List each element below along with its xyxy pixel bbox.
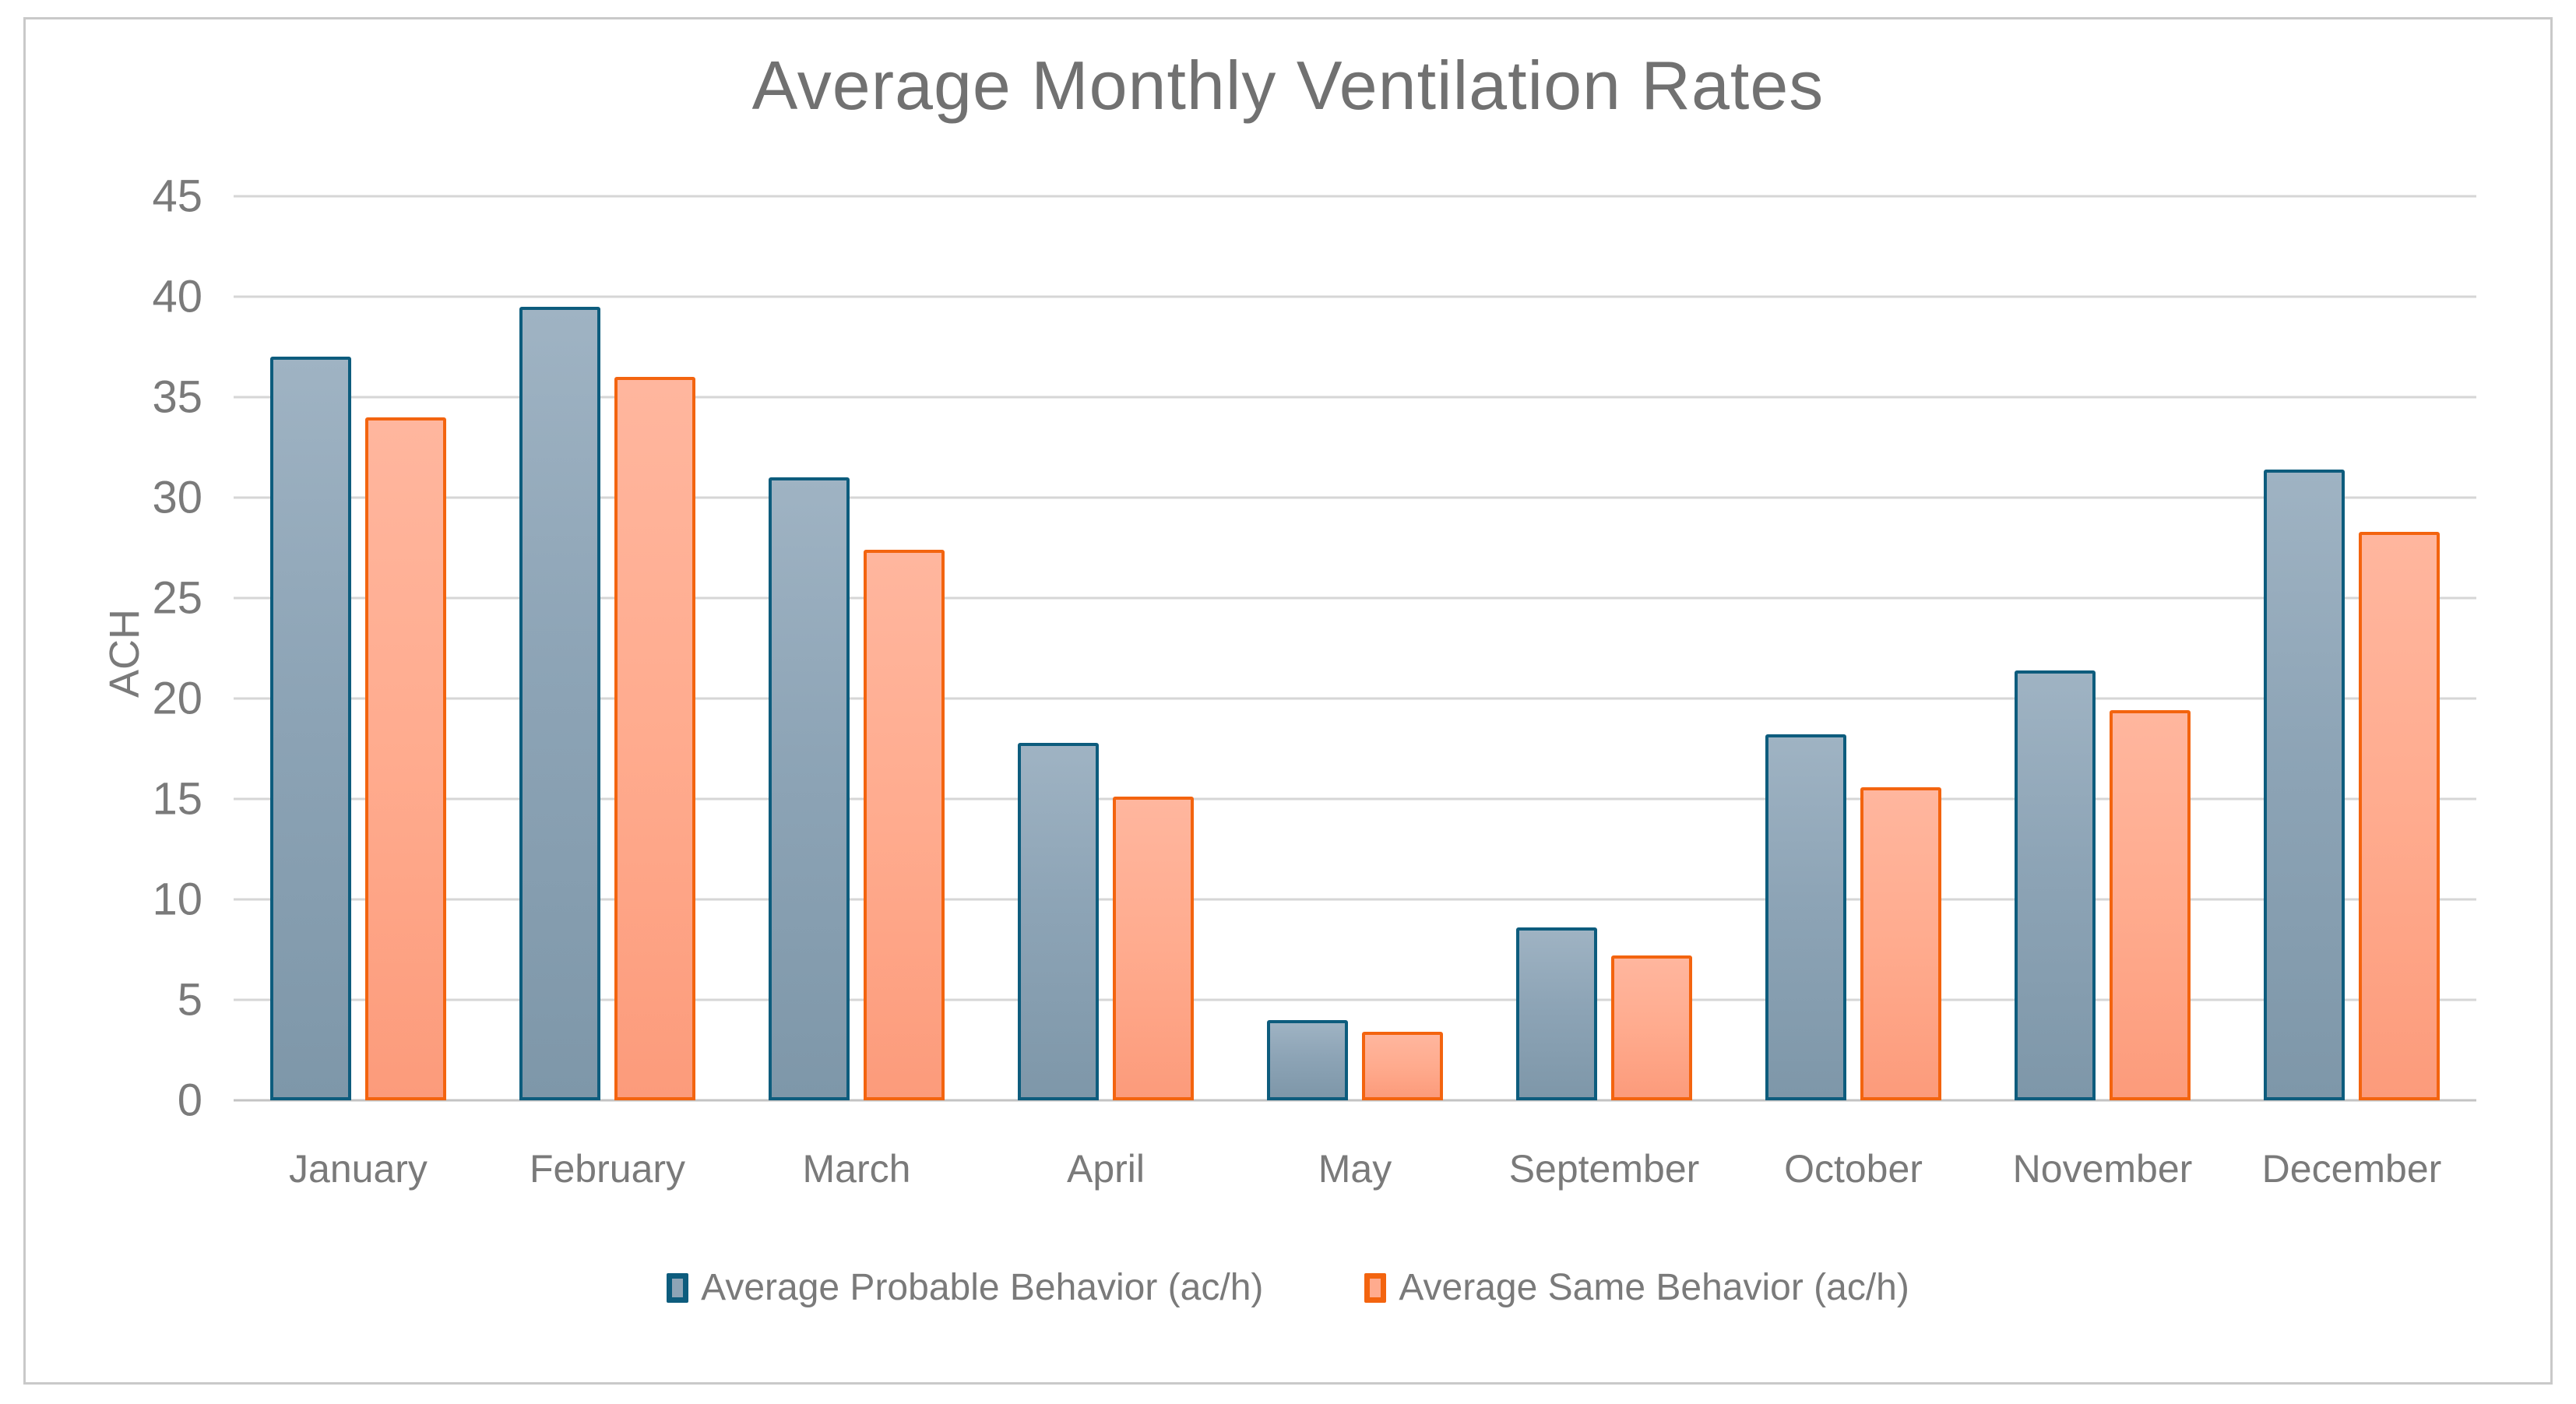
bar-probable-march [769, 477, 850, 1100]
bar-same-april [1113, 797, 1194, 1100]
y-axis-tick-label: 40 [152, 271, 202, 322]
bar-probable-december [2264, 469, 2345, 1100]
bars-layer [234, 196, 2476, 1100]
bar-probable-february [519, 306, 600, 1100]
x-axis-labels: January February March April May September Oct… [234, 1146, 2476, 1191]
legend-swatch-icon [1364, 1272, 1387, 1303]
y-axis-tick-label: 30 [152, 472, 202, 523]
y-axis-tick-label: 25 [152, 572, 202, 624]
bar-probable-may [1267, 1019, 1348, 1100]
y-axis-tick-label: 5 [177, 974, 202, 1026]
gridline [234, 596, 2476, 600]
bar-same-november [2110, 710, 2191, 1100]
gridline [234, 396, 2476, 399]
chart-title: Average Monthly Ventilation Rates [751, 47, 1825, 124]
bar-same-march [864, 550, 945, 1100]
gridline [234, 496, 2476, 499]
category-group-march [732, 196, 981, 1100]
category-group-january [234, 196, 483, 1100]
bar-same-december [2359, 531, 2440, 1100]
bar-same-february [614, 377, 695, 1100]
legend-item-same: Average Same Behavior (ac/h) [1364, 1266, 1909, 1309]
legend-item-probable: Average Probable Behavior (ac/h) [667, 1266, 1263, 1309]
y-axis-tick-label: 20 [152, 673, 202, 724]
gridline [234, 697, 2476, 700]
legend-swatch-icon [667, 1272, 689, 1303]
bar-probable-april [1018, 742, 1099, 1100]
gridline [234, 1099, 2476, 1102]
y-axis-tick-label: 35 [152, 371, 202, 423]
x-axis-label: January [289, 1147, 428, 1191]
category-group-december [2227, 196, 2476, 1100]
x-axis-label: November [2012, 1147, 2193, 1191]
y-axis-tick-label: 45 [152, 171, 202, 222]
plot-area [234, 195, 2476, 1102]
bar-probable-january [270, 357, 351, 1100]
y-axis-tick-label: 0 [177, 1075, 202, 1126]
x-axis-label: September [1508, 1147, 1700, 1191]
x-axis-label: October [1784, 1147, 1923, 1191]
bar-same-september [1611, 955, 1692, 1100]
gridline [234, 898, 2476, 901]
legend: Average Probable Behavior (ac/h) Average … [0, 1266, 2576, 1309]
category-group-september [1480, 196, 1729, 1100]
category-group-november [1978, 196, 2227, 1100]
bar-probable-november [2015, 670, 2096, 1100]
x-axis-label: February [529, 1147, 686, 1191]
bar-probable-october [1765, 734, 1846, 1100]
bar-same-january [365, 417, 446, 1100]
bar-same-october [1860, 786, 1941, 1100]
y-axis-tick-label: 10 [152, 874, 202, 925]
category-group-may [1230, 196, 1480, 1100]
y-axis-tick-label: 15 [152, 773, 202, 825]
category-group-october [1729, 196, 1978, 1100]
x-axis-label: March [802, 1147, 911, 1191]
gridline [234, 797, 2476, 801]
gridline [234, 295, 2476, 298]
gridline [234, 998, 2476, 1001]
gridline [234, 195, 2476, 198]
x-axis-label: April [1066, 1147, 1145, 1191]
bar-probable-september [1516, 927, 1597, 1100]
bar-same-may [1362, 1032, 1443, 1100]
legend-label: Average Probable Behavior (ac/h) [701, 1267, 1264, 1308]
category-group-april [981, 196, 1230, 1100]
legend-label: Average Same Behavior (ac/h) [1399, 1267, 1909, 1308]
y-axis-ticks: 0 5 10 15 20 25 30 35 40 45 [0, 171, 202, 1126]
x-axis-label: May [1318, 1147, 1392, 1191]
category-group-february [483, 196, 732, 1100]
x-axis-label: December [2261, 1147, 2442, 1191]
